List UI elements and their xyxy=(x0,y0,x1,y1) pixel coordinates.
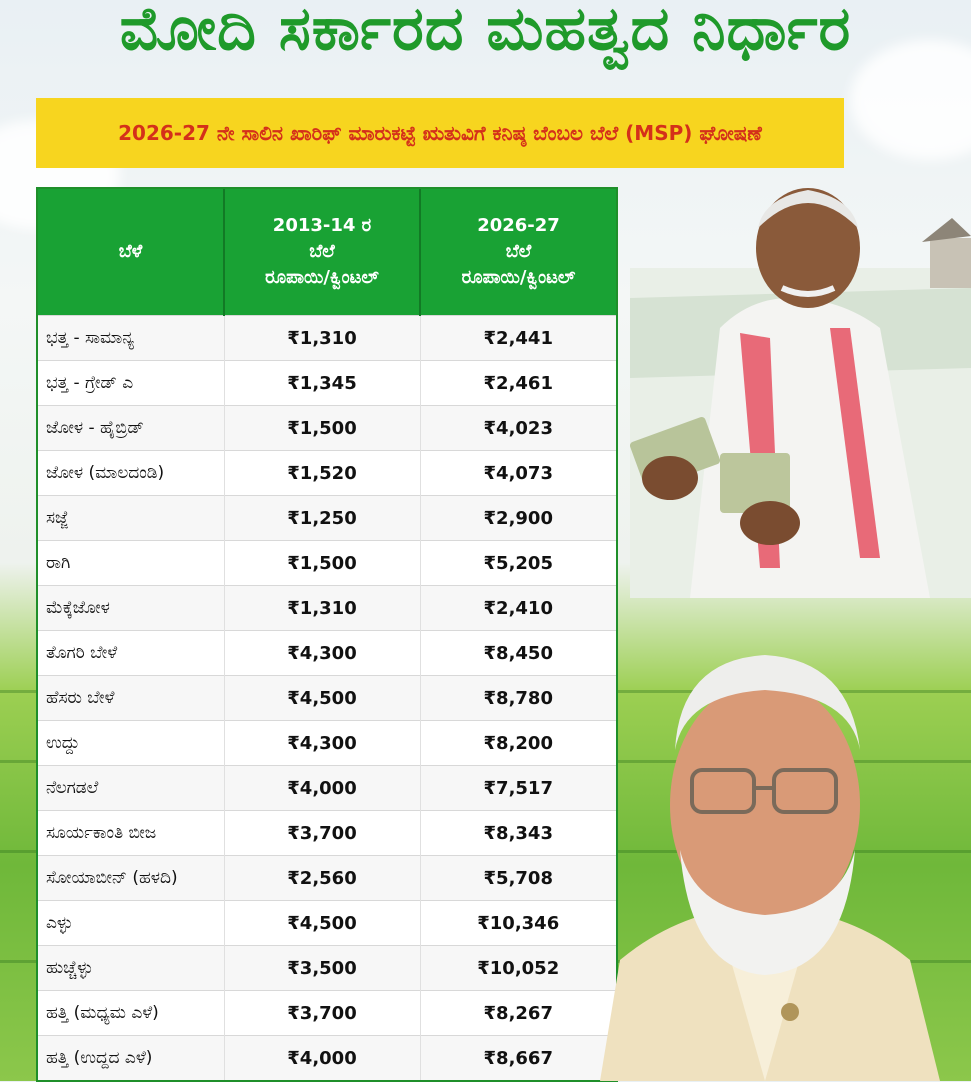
new-price-cell: ₹8,450 xyxy=(420,630,616,676)
crop-cell: ಸೋಯಾಬೀನ್ (ಹಳದಿ) xyxy=(38,855,225,901)
msp-table: ಬೆಳೆ 2013-14 ರ ಬೆಲೆ ರೂಪಾಯಿ/ಕ್ವಿಂಟಲ್ 2026… xyxy=(36,187,618,1082)
table-row: ಹೆಸರು ಬೇಳೆ ₹4,500 ₹8,780 xyxy=(38,675,616,721)
old-price-cell: ₹1,345 xyxy=(224,360,421,406)
new-price-cell: ₹2,441 xyxy=(420,315,616,361)
new-price-cell: ₹8,780 xyxy=(420,675,616,721)
crop-cell: ತೊಗರಿ ಬೇಳೆ xyxy=(38,630,225,676)
new-price-cell: ₹10,346 xyxy=(420,900,616,946)
old-price-cell: ₹1,520 xyxy=(224,450,421,496)
table-row: ಮೆಕ್ಕೆಜೋಳ ₹1,310 ₹2,410 xyxy=(38,585,616,631)
crop-cell: ಮೆಕ್ಕೆಜೋಳ xyxy=(38,585,225,631)
old-price-cell: ₹1,500 xyxy=(224,540,421,586)
old-price-cell: ₹4,000 xyxy=(224,1035,421,1080)
new-price-cell: ₹8,200 xyxy=(420,720,616,766)
header-crop: ಬೆಳೆ xyxy=(38,189,225,316)
crop-cell: ಭತ್ತ - ಸಾಮಾನ್ಯ xyxy=(38,315,225,361)
old-price-cell: ₹1,500 xyxy=(224,405,421,451)
new-price-cell: ₹8,267 xyxy=(420,990,616,1036)
new-price-cell: ₹4,023 xyxy=(420,405,616,451)
old-price-cell: ₹4,500 xyxy=(224,675,421,721)
header-old-unit: ರೂಪಾಯಿ/ಕ್ವಿಂಟಲ್ xyxy=(265,267,379,288)
old-price-cell: ₹1,310 xyxy=(224,315,421,361)
crop-cell: ಜೋಳ - ಹೈಬ್ರಿಡ್ xyxy=(38,405,225,451)
new-price-cell: ₹2,900 xyxy=(420,495,616,541)
table-row: ಎಳ್ಳು ₹4,500 ₹10,346 xyxy=(38,900,616,946)
page-title: ಮೋದಿ ಸರ್ಕಾರದ ಮಹತ್ವದ ನಿರ್ಧಾರ xyxy=(119,0,852,64)
table-row: ರಾಗಿ ₹1,500 ₹5,205 xyxy=(38,540,616,586)
farmer-illustration xyxy=(630,188,971,598)
header-new-unit: ರೂಪಾಯಿ/ಕ್ವಿಂಟಲ್ xyxy=(461,267,576,288)
crop-cell: ಹತ್ತಿ (ಮಧ್ಯಮ ಎಳೆ) xyxy=(38,990,225,1036)
table-row: ಹುಚ್ಚೆಳ್ಳು ₹3,500 ₹10,052 xyxy=(38,945,616,991)
header-crop-label: ಬೆಳೆ xyxy=(118,241,143,262)
table-row: ತೊಗರಿ ಬೇಳೆ ₹4,300 ₹8,450 xyxy=(38,630,616,676)
crop-cell: ಹುಚ್ಚೆಳ್ಳು xyxy=(38,945,225,991)
crop-cell: ಎಳ್ಳು xyxy=(38,900,225,946)
table-row: ಸೂರ್ಯಕಾಂತಿ ಬೀಜ ₹3,700 ₹8,343 xyxy=(38,810,616,856)
old-price-cell: ₹4,000 xyxy=(224,765,421,811)
table-row: ಜೋಳ - ಹೈಬ್ರಿಡ್ ₹1,500 ₹4,023 xyxy=(38,405,616,451)
header-old-price: 2013-14 ರ ಬೆಲೆ ರೂಪಾಯಿ/ಕ್ವಿಂಟಲ್ xyxy=(224,189,421,316)
table-row: ಸಜ್ಜೆ ₹1,250 ₹2,900 xyxy=(38,495,616,541)
table-row: ಭತ್ತ - ಗ್ರೇಡ್ ಎ ₹1,345 ₹2,461 xyxy=(38,360,616,406)
old-price-cell: ₹2,560 xyxy=(224,855,421,901)
table-row: ಉದ್ದು ₹4,300 ₹8,200 xyxy=(38,720,616,766)
header-new-price: 2026-27 ಬೆಲೆ ರೂಪಾಯಿ/ಕ್ವಿಂಟಲ್ xyxy=(420,189,616,316)
crop-cell: ರಾಗಿ xyxy=(38,540,225,586)
new-price-cell: ₹5,205 xyxy=(420,540,616,586)
new-price-cell: ₹2,410 xyxy=(420,585,616,631)
banner-text: 2026-27 ನೇ ಸಾಲಿನ ಖಾರಿಫ್ ಮಾರುಕಟ್ಟೆ ಋತುವಿಗ… xyxy=(118,121,762,145)
old-price-cell: ₹3,700 xyxy=(224,990,421,1036)
table-row: ಸೋಯಾಬೀನ್ (ಹಳದಿ) ₹2,560 ₹5,708 xyxy=(38,855,616,901)
new-price-cell: ₹5,708 xyxy=(420,855,616,901)
old-price-cell: ₹4,500 xyxy=(224,900,421,946)
crop-cell: ಸಜ್ಜೆ xyxy=(38,495,225,541)
cloud xyxy=(850,40,971,160)
leader-portrait xyxy=(600,655,940,1081)
crop-cell: ಹೆಸರು ಬೇಳೆ xyxy=(38,675,225,721)
header-old-price-label: ಬೆಲೆ xyxy=(309,241,335,262)
old-price-cell: ₹4,300 xyxy=(224,720,421,766)
header-new-price-label: ಬೆಲೆ xyxy=(505,241,532,262)
new-price-cell: ₹8,667 xyxy=(420,1035,616,1080)
crop-cell: ಹತ್ತಿ (ಉದ್ದದ ಎಳೆ) xyxy=(38,1035,225,1080)
old-price-cell: ₹3,700 xyxy=(224,810,421,856)
old-price-cell: ₹3,500 xyxy=(224,945,421,991)
header-old-year: 2013-14 ರ xyxy=(272,215,372,236)
new-price-cell: ₹8,343 xyxy=(420,810,616,856)
header-new-year: 2026-27 xyxy=(477,215,560,236)
crop-cell: ಉದ್ದು xyxy=(38,720,225,766)
new-price-cell: ₹4,073 xyxy=(420,450,616,496)
table-row: ಭತ್ತ - ಸಾಮಾನ್ಯ ₹1,310 ₹2,441 xyxy=(38,315,616,361)
old-price-cell: ₹1,250 xyxy=(224,495,421,541)
old-price-cell: ₹1,310 xyxy=(224,585,421,631)
new-price-cell: ₹2,461 xyxy=(420,360,616,406)
table-row: ನೆಲಗಡಲೆ ₹4,000 ₹7,517 xyxy=(38,765,616,811)
crop-cell: ಜೋಳ (ಮಾಲದಂಡಿ) xyxy=(38,450,225,496)
new-price-cell: ₹10,052 xyxy=(420,945,616,991)
new-price-cell: ₹7,517 xyxy=(420,765,616,811)
crop-cell: ಭತ್ತ - ಗ್ರೇಡ್ ಎ xyxy=(38,360,225,406)
table-row: ಹತ್ತಿ (ಉದ್ದದ ಎಳೆ) ₹4,000 ₹8,667 xyxy=(38,1035,616,1080)
table-row: ಹತ್ತಿ (ಮಧ್ಯಮ ಎಳೆ) ₹3,700 ₹8,267 xyxy=(38,990,616,1036)
crop-cell: ಸೂರ್ಯಕಾಂತಿ ಬೀಜ xyxy=(38,810,225,856)
old-price-cell: ₹4,300 xyxy=(224,630,421,676)
announcement-banner: 2026-27 ನೇ ಸಾಲಿನ ಖಾರಿಫ್ ಮಾರುಕಟ್ಟೆ ಋತುವಿಗ… xyxy=(36,98,844,168)
table-row: ಜೋಳ (ಮಾಲದಂಡಿ) ₹1,520 ₹4,073 xyxy=(38,450,616,496)
crop-cell: ನೆಲಗಡಲೆ xyxy=(38,765,225,811)
table-header-row: ಬೆಳೆ 2013-14 ರ ಬೆಲೆ ರೂಪಾಯಿ/ಕ್ವಿಂಟಲ್ 2026… xyxy=(38,189,616,316)
